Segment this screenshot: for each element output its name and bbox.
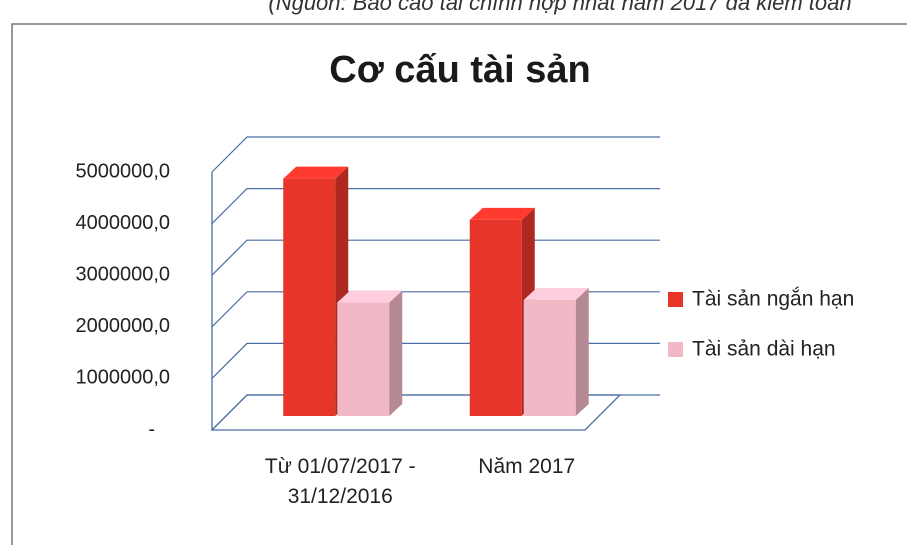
bar-top bbox=[337, 290, 403, 303]
x-tick-label: Từ 01/07/2017 - 31/12/2016 bbox=[264, 455, 416, 508]
bar-front bbox=[523, 299, 576, 416]
y-tick-label: 5000000,0 bbox=[75, 160, 170, 182]
bar-top bbox=[523, 287, 589, 300]
bar-top bbox=[469, 207, 535, 220]
chart-title: Cơ cấu tài sản bbox=[329, 49, 590, 91]
y-tick-label: 2000000,0 bbox=[75, 315, 170, 337]
legend-swatch bbox=[668, 292, 683, 307]
plot: - 1000000,0 2000000,0 3000000,0 4000000,0 500… bbox=[75, 136, 854, 440]
y-tick-label: 1000000,0 bbox=[75, 367, 170, 389]
legend-label: Tài sản ngắn hạn bbox=[692, 288, 854, 311]
bar-side bbox=[389, 290, 403, 416]
grid-line bbox=[211, 136, 660, 173]
bar-front bbox=[469, 219, 522, 416]
y-tick-label: 3000000,0 bbox=[75, 263, 170, 285]
bar-top bbox=[283, 166, 349, 179]
bar-front bbox=[283, 178, 336, 416]
y-tick-label: - bbox=[148, 418, 155, 440]
caption: (Nguồn: Báo cáo tài chính hợp nhất năm 2… bbox=[268, 0, 851, 15]
legend-label: Tài sản dài hạn bbox=[692, 338, 836, 361]
grid-line bbox=[211, 188, 660, 225]
bar-side bbox=[575, 287, 589, 416]
bar-front bbox=[337, 302, 390, 416]
y-tick-label: 4000000,0 bbox=[75, 212, 170, 234]
x-tick-label: Năm 2017 bbox=[478, 455, 576, 478]
legend-swatch bbox=[668, 342, 683, 357]
chart-frame bbox=[11, 23, 907, 545]
